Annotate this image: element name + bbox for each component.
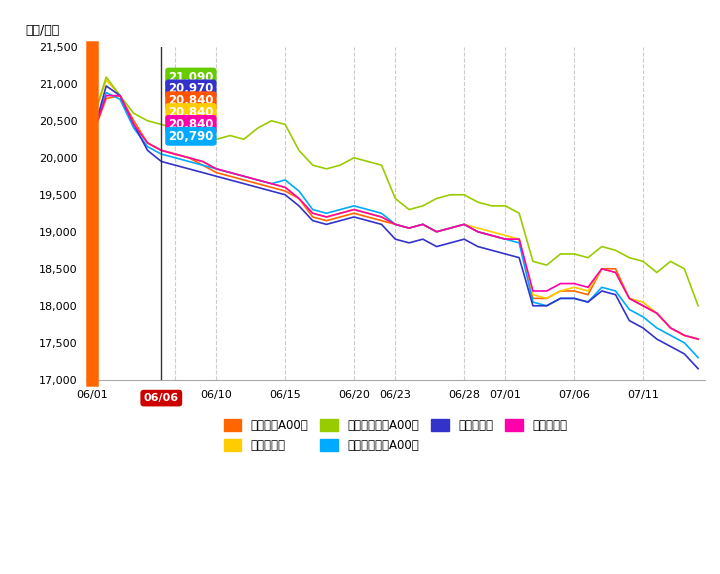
Text: 20,790: 20,790 [168,130,214,143]
Text: 06/06: 06/06 [144,393,179,403]
Legend: 长江有色A00铝, 中原有色铝, 南海有色佛山A00铝, 广东南储华南A00铝, 上海期货铝, 上海现货铝: 长江有色A00铝, 中原有色铝, 南海有色佛山A00铝, 广东南储华南A00铝,… [219,414,572,457]
Text: 20,970: 20,970 [168,83,214,95]
Text: 20,840: 20,840 [168,106,214,119]
Text: 20,840: 20,840 [168,118,214,131]
Text: 20,840: 20,840 [168,94,214,107]
Y-axis label: （元/吨）: （元/吨） [25,24,59,37]
Text: 21,090: 21,090 [168,71,214,84]
